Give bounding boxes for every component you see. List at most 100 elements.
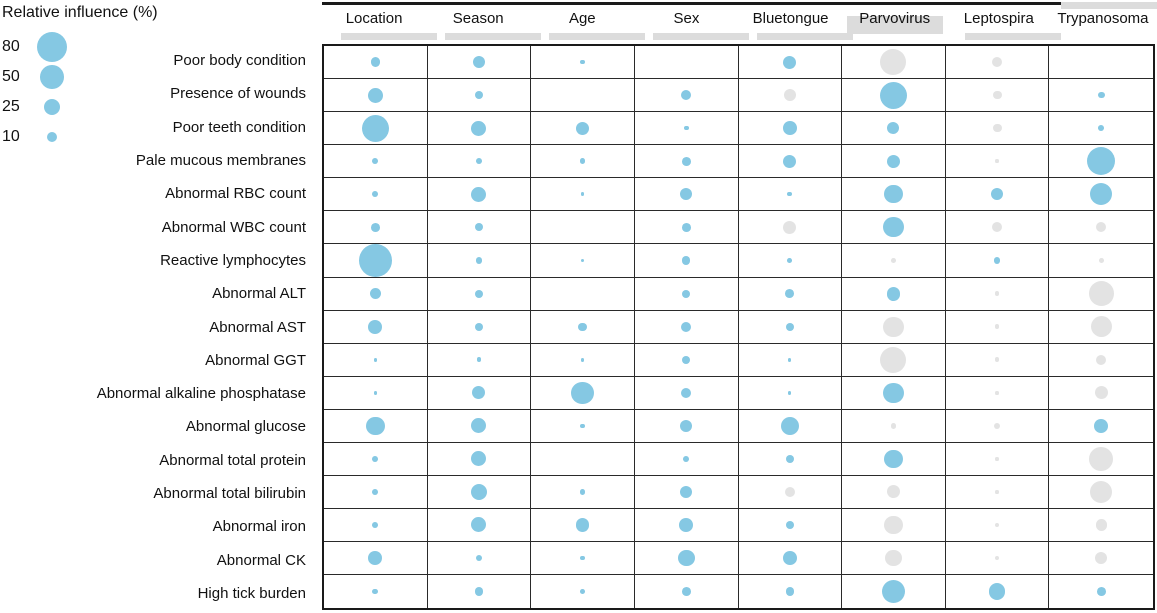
legend-item: 25: [2, 92, 72, 122]
matrix-cell: [945, 541, 1050, 575]
matrix-cell: [1049, 377, 1153, 410]
matrix-cell: [842, 508, 946, 542]
influence-bubble: [995, 457, 999, 461]
matrix-cell: [531, 409, 635, 443]
row-label: Abnormal alkaline phosphatase: [96, 385, 306, 403]
influence-bubble: [1094, 418, 1109, 433]
influence-bubble: [471, 186, 487, 202]
row-label: Reactive lymphocytes: [160, 251, 306, 269]
influence-bubble: [1096, 222, 1107, 233]
influence-bubble: [1095, 551, 1108, 564]
influence-bubble: [995, 159, 999, 163]
influence-bubble: [994, 357, 1000, 363]
influence-bubble: [580, 423, 585, 429]
matrix-cell: [634, 475, 739, 509]
influence-bubble: [883, 382, 904, 403]
influence-bubble: [994, 522, 1000, 528]
matrix-cell: [842, 409, 946, 443]
matrix-cell: [842, 442, 946, 476]
matrix-cell: [945, 178, 1050, 212]
influence-bubble: [887, 121, 900, 135]
matrix-cell: [427, 475, 532, 509]
matrix-cell: [324, 277, 428, 311]
influence-bubble: [993, 422, 1001, 430]
row-label: Abnormal CK: [216, 551, 306, 569]
influence-bubble: [471, 451, 487, 467]
matrix-cell: [634, 376, 739, 410]
matrix-cell: [1049, 311, 1153, 344]
matrix-cell: [945, 277, 1050, 311]
influence-bubble: [1095, 519, 1107, 531]
legend-item: 10: [2, 122, 72, 152]
influence-bubble: [372, 489, 379, 495]
matrix-cell: [634, 244, 739, 278]
legend-size-value: 80: [2, 38, 20, 55]
matrix-cell: [427, 343, 532, 377]
matrix-cell: [531, 574, 635, 608]
row-label: Abnormal glucose: [185, 418, 306, 436]
influence-bubble: [474, 322, 484, 331]
influence-bubble: [787, 191, 793, 197]
influence-bubble: [579, 158, 586, 164]
matrix-cell: [531, 79, 635, 113]
column-header-age: Age: [530, 8, 645, 44]
influence-bubble: [782, 551, 797, 565]
column-header-trypanosoma: Trypanosoma: [1051, 2, 1157, 44]
influence-bubble: [470, 483, 487, 500]
row-label: Abnormal RBC count: [165, 185, 306, 203]
influence-bubble: [886, 154, 900, 168]
matrix-cell: [738, 508, 843, 542]
matrix-cell: [634, 310, 739, 344]
row-label: High tick burden: [197, 584, 306, 602]
matrix-cell: [427, 178, 532, 212]
influence-bubble: [994, 324, 1000, 330]
matrix-cell: [427, 244, 532, 278]
influence-bubble: [471, 120, 487, 136]
influence-bubble: [372, 588, 379, 595]
influence-bubble: [1094, 386, 1108, 400]
influence-bubble: [1098, 258, 1104, 263]
influence-bubble: [370, 57, 381, 67]
influence-bubble: [785, 454, 794, 463]
influence-bubble: [788, 391, 792, 395]
influence-bubble: [1087, 147, 1116, 176]
influence-bubble: [1089, 480, 1113, 504]
matrix-cell: [945, 376, 1050, 410]
influence-bubble: [681, 156, 691, 166]
matrix-cell: [1049, 79, 1153, 113]
influence-bubble: [993, 257, 1001, 264]
legend-bubble-slot: [32, 32, 72, 62]
matrix-cell: [427, 112, 532, 146]
matrix-cell: [842, 277, 946, 311]
matrix-cell: [324, 541, 428, 575]
influence-bubble: [785, 322, 794, 331]
matrix-cell: [428, 574, 532, 608]
influence-bubble: [1096, 587, 1106, 596]
influence-bubble: [883, 217, 904, 238]
matrix-cell: [324, 508, 428, 542]
influence-bubble: [995, 490, 999, 494]
row-labels-column: Poor body condition Presence of wounds Poo…: [0, 44, 314, 610]
influence-bubble: [472, 55, 485, 69]
matrix-cell: [945, 343, 1050, 377]
influence-bubble: [995, 391, 999, 395]
influence-bubble: [881, 579, 906, 604]
influence-bubble: [575, 518, 590, 532]
row-label: Abnormal total bilirubin: [153, 485, 306, 502]
row-label: Abnormal GGT: [205, 351, 306, 369]
influence-bubble: [992, 222, 1003, 233]
matrix-cell: [1049, 476, 1153, 509]
column-header-season: Season: [426, 8, 541, 44]
influence-bubble: [784, 486, 795, 497]
matrix-cell: [324, 442, 428, 476]
matrix-cell: [324, 244, 428, 278]
influence-bubble: [884, 184, 903, 204]
matrix-cell: [531, 178, 635, 212]
matrix-cell: [634, 541, 739, 575]
influence-bubble: [780, 416, 799, 436]
header-cells: Location Season Age Sex Bluetongue Parvovirus…: [322, 2, 1157, 44]
matrix-cell: [945, 79, 1050, 113]
legend-size-value: 50: [2, 68, 20, 85]
matrix-cell: [1049, 211, 1153, 245]
matrix-cell: [738, 310, 843, 344]
